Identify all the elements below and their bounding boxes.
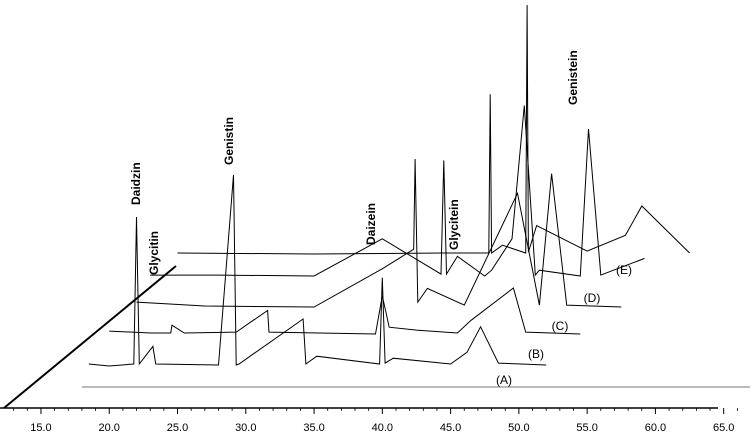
- peak-label: Glycitein: [447, 199, 461, 250]
- trace-label: (A): [496, 373, 512, 387]
- x-tick-label: 45.0: [440, 422, 461, 434]
- trace-label: (C): [552, 319, 569, 333]
- peak-label: Genistein: [566, 50, 580, 105]
- x-tick-label: 30.0: [235, 422, 256, 434]
- series-line-3: [136, 158, 622, 308]
- x-tick-label: 65.0: [713, 422, 734, 434]
- series-line-1: [88, 174, 547, 367]
- trace-label: (B): [528, 347, 544, 361]
- peak-label: Daizein: [364, 203, 378, 245]
- peak-label: Glycitin: [147, 231, 161, 275]
- x-tick-label: 60.0: [645, 422, 666, 434]
- trace-label: (D): [584, 291, 601, 305]
- peak-label: Daidzin: [129, 162, 143, 205]
- x-tick-label: 25.0: [167, 422, 188, 434]
- depth-axis-line: [3, 265, 177, 409]
- x-tick-label: 40.0: [372, 422, 393, 434]
- peak-label: Genistin: [222, 117, 236, 165]
- series-line-5: [177, 5, 690, 255]
- x-tick-label: 15.0: [30, 422, 51, 434]
- x-tick-label: 20.0: [99, 422, 120, 434]
- trace-label: (E): [616, 263, 632, 277]
- x-tick-label: 55.0: [576, 422, 597, 434]
- series-line-4: [150, 105, 645, 277]
- x-tick-label: 50.0: [508, 422, 529, 434]
- series-line-2: [109, 287, 581, 335]
- x-tick-label: 35.0: [303, 422, 324, 434]
